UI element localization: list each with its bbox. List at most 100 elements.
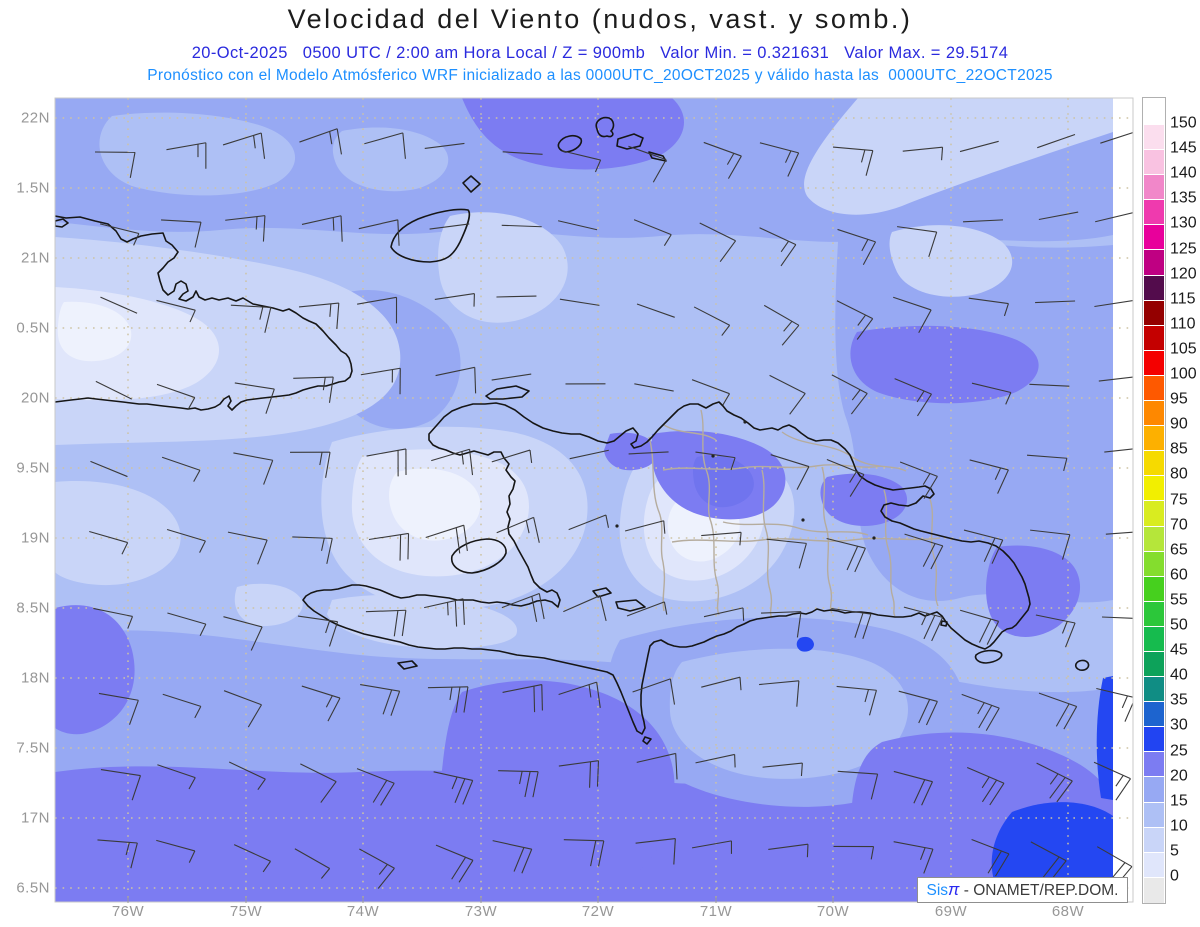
colorbar-tick-label: 75 — [1170, 491, 1188, 509]
great-inagua-island — [390, 208, 471, 263]
colorbar-tick-label: 90 — [1170, 415, 1188, 433]
colorbar-tick-label: 35 — [1170, 691, 1188, 709]
colorbar-cell — [1144, 274, 1164, 300]
colorbar-tick-label: 95 — [1170, 390, 1188, 408]
turks-island-3 — [616, 133, 644, 150]
valid-time-line: 20-Oct-2025 0500 UTC / 2:00 am Hora Loca… — [191, 44, 1009, 62]
lat-label: 19N — [20, 529, 50, 547]
colorbar-cell — [1144, 500, 1164, 526]
colorbar-tick-label: 25 — [1170, 742, 1188, 760]
colorbar-cell — [1144, 676, 1164, 702]
colorbar-tick-label: 105 — [1170, 340, 1197, 358]
colorbar-cell — [1144, 425, 1164, 451]
colorbar-tick-label: 65 — [1170, 541, 1188, 559]
colorbar-tick-label: 110 — [1170, 315, 1196, 333]
pi-symbol: π — [948, 880, 960, 899]
coastlines — [55, 116, 1090, 745]
lat-label: 18N — [20, 669, 50, 687]
page-title: Velocidad del Viento (nudos, vast. y som… — [287, 4, 913, 34]
colorbar-cell — [1144, 349, 1164, 375]
lat-label: 20N — [20, 389, 50, 407]
colorbar-cell — [1144, 249, 1164, 275]
colorbar-cell — [1144, 174, 1164, 200]
colorbar-cell — [1144, 400, 1164, 426]
colorbar-cell — [1144, 475, 1164, 501]
lat-label: 21N — [20, 249, 50, 267]
model-domain-edge — [1113, 98, 1133, 902]
wind-barbs — [89, 128, 1133, 889]
colorbar-cell — [1144, 525, 1164, 551]
colorbar-tick-label: 80 — [1170, 466, 1188, 484]
lat-lon-gridlines — [55, 98, 1133, 902]
colorbar-cell — [1144, 826, 1164, 852]
lat-label: 6.5N — [16, 879, 50, 897]
colorbar-cell — [1144, 550, 1164, 576]
colorbar-tick-label: 10 — [1170, 817, 1188, 835]
colorbar-cell — [1144, 701, 1164, 727]
colorbar-tick-label: 140 — [1170, 164, 1197, 182]
colorbar-cell — [1144, 600, 1164, 626]
lago-enriquillo-lake — [615, 599, 646, 612]
colorbar-cell — [1144, 776, 1164, 802]
colorbar-tick-label: 45 — [1170, 641, 1188, 659]
colorbar-tick-label: 70 — [1170, 516, 1188, 534]
lat-label: 22N — [20, 109, 50, 127]
catalina-island — [940, 620, 948, 627]
mona-island — [1074, 659, 1090, 671]
colorbar-cell — [1144, 625, 1164, 651]
colorbar-tick-label: 50 — [1170, 616, 1188, 634]
colorbar-cell — [1144, 876, 1164, 903]
colorbar-tick-label: 150 — [1170, 114, 1197, 132]
colorbar-tick-label: 20 — [1170, 767, 1188, 785]
lon-label: 76W — [111, 903, 145, 920]
colorbar-cell — [1144, 149, 1164, 175]
colorbar-cell — [1144, 224, 1164, 250]
colorbar-tick-label: 0 — [1170, 867, 1179, 885]
colorbar-tick-label: 100 — [1170, 365, 1197, 383]
lat-label: 8.5N — [16, 599, 50, 617]
turks-island-2 — [595, 116, 615, 138]
lon-label: 70W — [816, 903, 850, 920]
colorbar-cell — [1144, 98, 1164, 124]
lon-label: 69W — [934, 903, 968, 920]
colorbar-cell — [1144, 299, 1164, 325]
colorbar-tick-label: 85 — [1170, 440, 1188, 458]
colorbar-cell — [1144, 124, 1164, 150]
lat-label: 1.5N — [16, 179, 50, 197]
ile-a-vache — [397, 660, 418, 670]
wind-speed-shaded-field — [55, 98, 1113, 902]
colorbar-cell — [1144, 324, 1164, 350]
colorbar-cell — [1144, 751, 1164, 777]
tortuga-island — [485, 385, 530, 400]
lat-label: 7.5N — [16, 739, 50, 757]
credit-text: - ONAMET/REP.DOM. — [959, 882, 1119, 899]
saona-island — [974, 649, 1003, 664]
beata-island — [642, 736, 652, 745]
colorbar-tick-label: 15 — [1170, 792, 1188, 810]
lat-label: 0.5N — [16, 319, 50, 337]
station-dots — [615, 420, 876, 540]
lon-label: 74W — [346, 903, 380, 920]
colorbar-tick-label: 5 — [1170, 842, 1179, 860]
lon-label: 73W — [464, 903, 498, 920]
lon-label: 72W — [581, 903, 615, 920]
turks-island-4 — [648, 151, 667, 162]
colorbar — [1142, 97, 1166, 904]
lat-label: 17N — [20, 809, 50, 827]
colorbar-tick-label: 60 — [1170, 566, 1188, 584]
colorbar-tick-label: 55 — [1170, 591, 1188, 609]
etang-saumatre-lake — [592, 587, 612, 598]
turks-island-1 — [557, 134, 583, 153]
colorbar-cell — [1144, 575, 1164, 601]
colorbar-cell — [1144, 851, 1164, 877]
colorbar-tick-label: 40 — [1170, 666, 1188, 684]
colorbar-cell — [1144, 650, 1164, 677]
colorbar-tick-label: 130 — [1170, 215, 1197, 233]
little-inagua-island — [462, 175, 481, 193]
colorbar-tick-label: 135 — [1170, 189, 1197, 207]
credit-box: Sisπ - ONAMET/REP.DOM. — [917, 877, 1128, 903]
lon-label: 71W — [699, 903, 733, 920]
cuba-coastline — [55, 215, 353, 411]
